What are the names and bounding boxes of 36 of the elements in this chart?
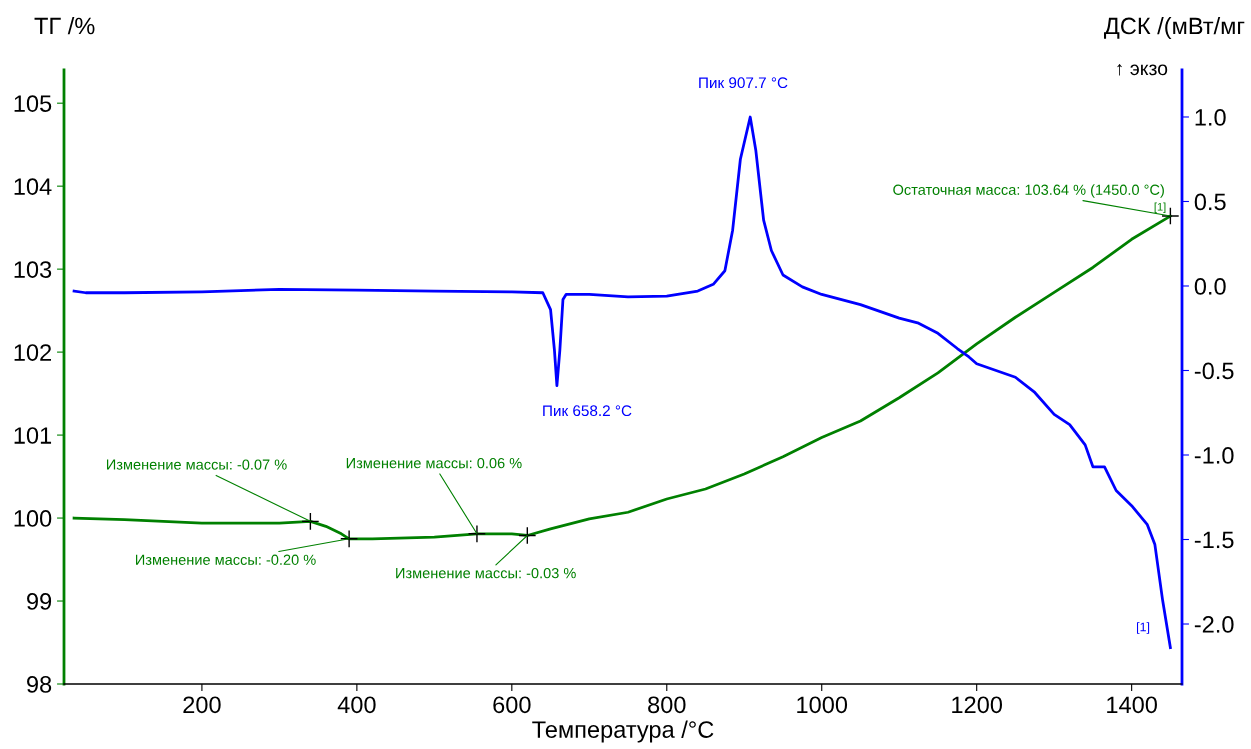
x-tick-label: 800: [648, 696, 686, 714]
y-tick-label: 103: [14, 261, 52, 278]
y-tick-label: 102: [14, 344, 52, 361]
annotation: [1]: [1136, 622, 1150, 634]
x-tick-label: 1400: [1107, 696, 1157, 714]
x-tick-label: 400: [337, 696, 376, 714]
annotation: [1]: [1154, 202, 1166, 213]
y2-tick-label: -0.5: [1194, 362, 1234, 380]
annotation: Пик 907.7 °C: [699, 77, 788, 89]
y2-tick-label: 0.5: [1194, 193, 1226, 211]
x-tick-label: 1200: [952, 696, 1003, 714]
annotation: Изменение массы: -0.07 %: [106, 459, 287, 470]
y-tick-label: 98: [27, 676, 52, 693]
y-tick-label: 99: [27, 593, 52, 610]
annotation: ↑ экзо: [1117, 64, 1168, 76]
x-tick-label: 600: [493, 696, 531, 714]
y-axis-title: ТГ /%: [34, 17, 95, 35]
y2-axis-title: ДСК /(мВт/мг: [1104, 17, 1245, 39]
y-tick-label: 101: [14, 427, 52, 444]
y-tick-label: 104: [14, 178, 52, 195]
annotation: Пик 658.2 °C: [543, 405, 632, 417]
x-tick-label: 1000: [797, 696, 848, 714]
annotation: Изменение массы: -0.03 %: [396, 567, 576, 579]
y-tick-label: 100: [14, 510, 52, 527]
y-tick-label: 105: [14, 95, 52, 112]
annotation: Изменение массы: -0.20 %: [136, 554, 316, 565]
annotation: Остаточная масса: 103.64 % (1450.0 °C): [893, 184, 1164, 198]
y2-tick-label: 0.0: [1194, 278, 1226, 295]
line-series: [72, 115, 1172, 650]
x-tick-label: 200: [183, 696, 221, 714]
annotation: Изменение массы: 0.06 %: [346, 457, 522, 469]
y2-tick-label: -1.0: [1194, 447, 1234, 464]
x-axis-title: Температура /°C: [532, 720, 714, 743]
y2-tick-label: -2.0: [1194, 616, 1234, 633]
y2-tick-label: 1.0: [1195, 109, 1226, 126]
y2-tick-label: -1.5: [1194, 531, 1234, 549]
